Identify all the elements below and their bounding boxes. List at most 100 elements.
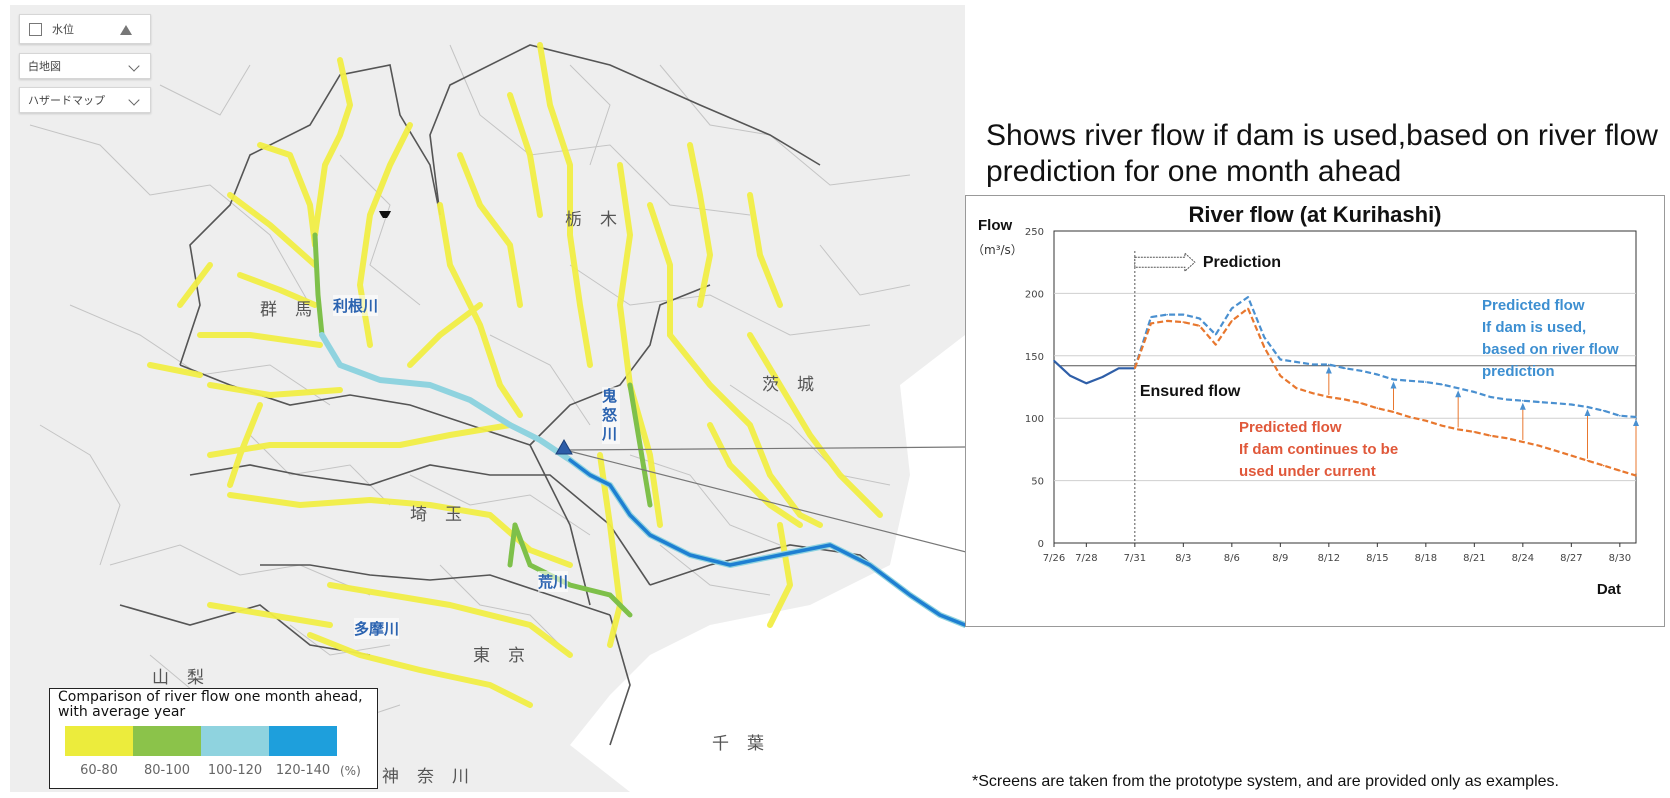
x-tick-label: 8/21 <box>1463 553 1485 564</box>
series-2-point <box>1150 322 1152 325</box>
water-level-label: 水位 <box>52 23 74 36</box>
footnote: *Screens are taken from the prototype sy… <box>972 773 1559 790</box>
series-2-point <box>1473 431 1476 433</box>
legend-swatch-80-100 <box>133 726 201 756</box>
map-view[interactable]: 水位 白地図 ハザードマップ 群馬 栃木 茨城 埼玉 東京 山梨 神奈川 千葉 … <box>10 5 965 792</box>
river-label-tama: 多摩川 <box>354 618 400 639</box>
station-marker-icon[interactable] <box>555 439 573 455</box>
series-2-point <box>1619 469 1621 472</box>
series-1-point <box>1214 333 1217 336</box>
series-1-point <box>1635 416 1637 418</box>
series-2-point <box>1344 398 1346 401</box>
series-2-point <box>1441 424 1443 427</box>
series-1-point <box>1198 317 1201 320</box>
series-1-point <box>1360 369 1362 372</box>
series-1-point <box>1602 409 1605 412</box>
series-2-point <box>1214 343 1217 346</box>
series-0-point <box>1069 374 1071 377</box>
series-2-point <box>1134 367 1136 370</box>
basemap-select[interactable]: 白地図 <box>19 53 151 79</box>
legend-title: Comparison of river flow one month ahead… <box>58 689 363 720</box>
series-2-point <box>1602 464 1605 467</box>
improvement-arrow-head <box>1584 408 1591 416</box>
series-1-point <box>1311 363 1314 366</box>
y-tick-label: 0 <box>1038 539 1044 550</box>
hazard-map-select-value: ハザードマップ <box>28 94 105 107</box>
x-tick-label: 8/9 <box>1272 553 1288 564</box>
legend-label-60-80: 60-80 <box>80 763 118 778</box>
series-line-1 <box>1133 295 1637 419</box>
series-2-point <box>1586 459 1589 462</box>
series-2-point <box>1360 402 1362 405</box>
legend-swatch-100-120 <box>201 726 269 756</box>
dam-marker-icon[interactable] <box>378 210 392 220</box>
y-tick-label: 150 <box>1025 352 1044 363</box>
series-2-point <box>1376 407 1379 410</box>
x-tick-label: 8/3 <box>1175 553 1191 564</box>
y-tick-label: 250 <box>1025 227 1044 238</box>
x-tick-label: 7/26 <box>1043 553 1065 564</box>
series-2-point <box>1570 454 1573 457</box>
series-1-point <box>1247 296 1249 298</box>
series-1-point <box>1263 336 1265 338</box>
x-tick-label: 8/27 <box>1560 553 1582 564</box>
x-tick-label: 8/18 <box>1415 553 1437 564</box>
legend-swatch-120-140 <box>269 726 337 756</box>
series-1-point <box>1489 396 1492 398</box>
improvement-arrow-head <box>1519 402 1526 410</box>
series-1-point <box>1408 379 1411 382</box>
series-2-point <box>1328 396 1330 398</box>
legend-label-100-120: 100-120 <box>207 763 263 778</box>
series-2-point <box>1522 441 1524 443</box>
ensured-flow-label: Ensured flow <box>1140 383 1241 400</box>
series-1-point <box>1150 316 1152 318</box>
series-1-point <box>1473 391 1476 393</box>
series-line-2 <box>1133 307 1637 477</box>
prefecture-label-kanagawa: 神奈川 <box>382 767 487 787</box>
x-tick-label: 8/24 <box>1512 553 1534 564</box>
prefecture-label-yamanashi: 山梨 <box>152 668 222 688</box>
chart-svg: River flow (at Kurihashi) Flow （m³/s） 0 50 10… <box>972 202 1639 598</box>
water-level-checkbox[interactable] <box>29 22 42 36</box>
series-1-point <box>1570 403 1573 406</box>
series-2-point <box>1457 428 1459 431</box>
series-line-0 <box>1053 359 1135 385</box>
series-2-point <box>1505 437 1508 439</box>
series-0-point <box>1053 359 1055 362</box>
improvement-arrow-head <box>1325 366 1332 374</box>
series-2-point <box>1231 320 1233 322</box>
prefecture-label-tokyo: 東京 <box>473 646 543 666</box>
x-tick-label: 8/30 <box>1609 553 1631 564</box>
series-1-point <box>1554 402 1556 405</box>
panel-heading: Shows river flow if dam is used,based on… <box>986 119 1658 188</box>
chevron-down-icon <box>128 94 140 106</box>
series-2-point <box>1311 392 1314 395</box>
series-1-point <box>1457 387 1459 390</box>
improvement-arrow-head <box>1390 381 1397 389</box>
prediction-arrow <box>1134 252 1196 273</box>
series-1-point <box>1538 401 1540 403</box>
series-1-point <box>1425 381 1427 383</box>
prefecture-label-saitama: 埼玉 <box>410 505 480 525</box>
y-tick-label: 200 <box>1025 289 1044 300</box>
triangle-icon <box>120 25 132 35</box>
y-axis-label: Flow <box>978 217 1012 234</box>
x-tick-label: 7/31 <box>1124 553 1146 564</box>
x-tick-label: 8/12 <box>1318 553 1340 564</box>
river-label-tone: 利根川 <box>333 295 379 316</box>
prefecture-label-gunma: 群馬 <box>260 300 330 320</box>
series-1-point <box>1182 313 1185 316</box>
series-2-point <box>1198 325 1201 327</box>
series-2-point <box>1538 444 1540 447</box>
series-0-point <box>1117 367 1120 370</box>
series-2-point <box>1295 387 1298 390</box>
series-2-point <box>1166 320 1168 322</box>
legend-unit: (%) <box>340 764 361 778</box>
series-1-point <box>1586 406 1589 408</box>
improvement-arrow-head <box>1633 418 1639 426</box>
improvement-arrow-head <box>1455 390 1462 398</box>
series-2-point <box>1279 374 1282 377</box>
water-level-toggle[interactable]: 水位 <box>19 14 151 44</box>
map-legend: Comparison of river flow one month ahead… <box>49 688 378 789</box>
hazard-map-select[interactable]: ハザードマップ <box>19 87 151 113</box>
